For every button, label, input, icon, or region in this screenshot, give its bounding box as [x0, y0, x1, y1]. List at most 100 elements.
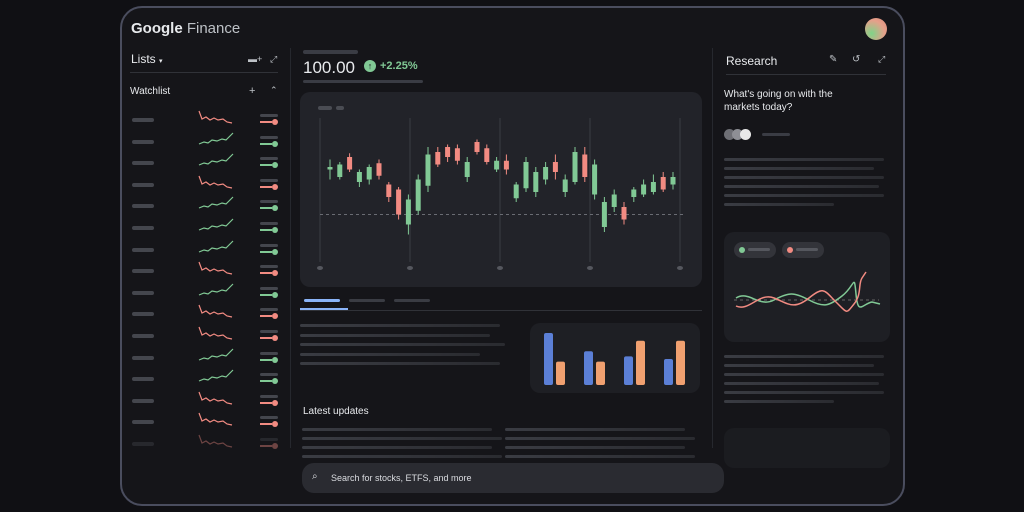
candle-body — [464, 162, 470, 177]
legend-down[interactable] — [782, 242, 824, 258]
watchlist-item[interactable] — [130, 305, 280, 324]
ticker-placeholder — [132, 442, 154, 446]
x-tick — [407, 266, 413, 270]
edit-icon[interactable]: ✎ — [829, 54, 838, 65]
search-bar[interactable]: ⌕ Search for stocks, ETFS, and more — [302, 463, 724, 493]
quote-price: 100.00 — [303, 58, 355, 77]
change-bar — [260, 315, 272, 318]
x-tick — [317, 266, 323, 270]
watchlist-item[interactable] — [130, 413, 280, 432]
text-line — [724, 382, 879, 385]
candle-body — [347, 157, 353, 170]
x-tick — [497, 266, 503, 270]
tab[interactable] — [349, 299, 385, 302]
text-line — [724, 373, 884, 376]
candle-body — [425, 154, 431, 186]
candle-body — [405, 199, 411, 225]
watchlist-item[interactable] — [130, 218, 280, 238]
subtitle-placeholder — [303, 80, 423, 83]
watchlist-item[interactable] — [130, 240, 280, 260]
watchlist-item[interactable] — [130, 261, 280, 281]
ticker-placeholder — [132, 226, 154, 230]
sparkline — [198, 175, 233, 189]
watchlist-item[interactable] — [130, 369, 280, 389]
change-bar — [260, 293, 272, 296]
candle-body — [631, 189, 637, 197]
candle-body — [552, 162, 558, 172]
tab[interactable] — [304, 299, 340, 302]
label-placeholder — [260, 308, 278, 312]
sparkline — [198, 305, 233, 318]
chart-label-placeholder — [336, 106, 344, 110]
collapse-icon[interactable]: ⌃ — [270, 85, 278, 95]
candle-body — [337, 164, 343, 177]
legend-up[interactable] — [734, 242, 776, 258]
expand-icon[interactable]: ⤢ — [270, 54, 278, 64]
quote-change: +2.25% — [380, 60, 418, 72]
candle-body — [454, 148, 460, 161]
change-dot — [272, 205, 278, 212]
label-placeholder — [260, 265, 278, 269]
label-placeholder — [260, 200, 278, 204]
watchlist-item[interactable] — [130, 153, 280, 173]
watchlist-item[interactable] — [130, 391, 280, 411]
change-dot — [272, 291, 278, 298]
change-bar — [260, 207, 272, 210]
add-list-icon[interactable]: ▬+ — [248, 54, 263, 64]
bar-orange — [556, 361, 565, 385]
divider — [726, 74, 886, 75]
text-line — [300, 352, 480, 356]
candle-body — [415, 179, 421, 211]
candle-body — [494, 160, 500, 170]
sparkline — [198, 153, 234, 166]
ticker-placeholder — [132, 139, 154, 144]
research-question: What's going on with the markets today? — [724, 89, 833, 113]
watchlist-item[interactable] — [130, 110, 280, 130]
arrow-up-icon: ↑ — [364, 60, 376, 72]
history-icon[interactable]: ↺ — [852, 54, 861, 65]
watchlist-item[interactable] — [130, 132, 280, 152]
candle-body — [601, 202, 607, 227]
watchlist-item[interactable] — [130, 175, 280, 195]
avatar[interactable] — [865, 18, 887, 40]
text-line — [724, 158, 884, 161]
google-finance-logo[interactable]: Google Finance — [131, 20, 240, 37]
text-line — [505, 428, 685, 431]
bar-blue — [624, 356, 633, 385]
expand-icon[interactable]: ⤢ — [878, 54, 886, 64]
logo-word-finance: Finance — [186, 20, 241, 37]
candle-body — [474, 142, 480, 152]
tab[interactable] — [394, 299, 430, 302]
search-input[interactable]: Search for stocks, ETFS, and more — [331, 473, 472, 483]
add-icon[interactable]: + — [249, 85, 256, 97]
change-dot — [272, 378, 278, 385]
ticker-placeholder — [132, 182, 154, 187]
label-placeholder — [260, 438, 278, 441]
candle-body — [513, 184, 519, 199]
watchlist-item[interactable] — [130, 326, 280, 346]
source-placeholder — [762, 133, 790, 136]
candle-body — [572, 152, 578, 182]
bar-blue — [664, 359, 673, 385]
bar-orange — [596, 361, 605, 385]
candle-body — [445, 147, 451, 157]
label-placeholder — [260, 373, 278, 377]
watchlist-item[interactable] — [130, 283, 280, 303]
ticker-placeholder — [132, 398, 154, 403]
watchlist-item[interactable] — [130, 196, 280, 216]
lists-title: Lists — [131, 52, 156, 66]
change-dot — [272, 270, 278, 277]
candle-body — [503, 160, 509, 170]
price-chart[interactable] — [300, 92, 702, 287]
text-line — [724, 400, 834, 403]
watchlist-item[interactable] — [130, 348, 280, 368]
ticker-placeholder — [132, 312, 154, 317]
lists-dropdown[interactable]: Lists ▾ — [131, 52, 163, 66]
ticker-placeholder — [132, 420, 154, 425]
label-placeholder — [260, 157, 278, 161]
watchlist-item[interactable] — [130, 434, 280, 454]
text-line — [302, 437, 502, 440]
candle-body — [376, 163, 382, 176]
tab-indicator — [300, 308, 348, 310]
bar-blue — [584, 351, 593, 385]
